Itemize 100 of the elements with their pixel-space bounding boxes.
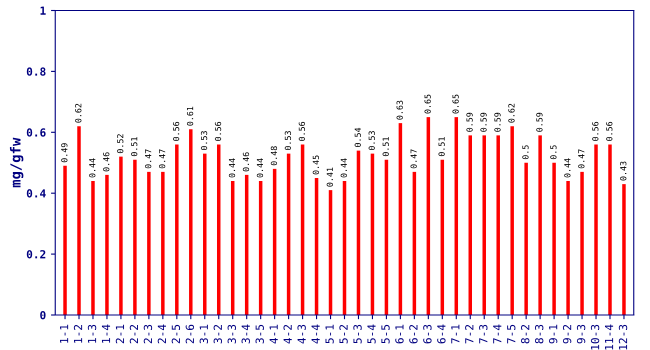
- x-tick-label: 2-6: [186, 324, 194, 344]
- bar: [608, 144, 612, 315]
- y-axis-title: mg/gfw: [10, 138, 24, 188]
- x-tick-label: 5-2: [339, 324, 348, 344]
- x-tick-label: 9-1: [548, 324, 558, 344]
- x-tick-label: 4-2: [283, 324, 292, 344]
- bar: [300, 144, 304, 315]
- bar: [119, 156, 123, 315]
- y-tick-label: 0.2: [26, 250, 46, 258]
- x-tick-label: 3-1: [200, 324, 208, 344]
- data-label: 0.46: [103, 152, 110, 172]
- data-label: 0.41: [326, 168, 333, 187]
- data-label: 0.47: [158, 149, 166, 168]
- data-label: 0.51: [438, 137, 445, 156]
- bar: [622, 184, 626, 315]
- data-label: 0.51: [382, 137, 389, 156]
- data-label: 0.62: [508, 104, 515, 123]
- data-label: 0.56: [214, 122, 222, 141]
- bar: [356, 150, 360, 315]
- bar: [510, 126, 514, 315]
- x-tick-label: 5-3: [353, 324, 362, 344]
- data-label: 0.65: [452, 94, 459, 114]
- y-tick-label: 0: [40, 310, 46, 320]
- data-label: 0.56: [172, 122, 180, 141]
- data-label: 0.43: [620, 162, 626, 180]
- x-tick-label: 1-3: [88, 324, 96, 343]
- bar: [77, 126, 81, 315]
- data-label: 0.54: [354, 128, 361, 147]
- x-tick-label: 7-4: [493, 324, 502, 344]
- x-tick-label: 9-2: [562, 324, 572, 344]
- bar: [147, 172, 151, 315]
- x-tick-label: 3-3: [228, 324, 236, 344]
- bar: [482, 135, 486, 315]
- bar: [133, 160, 137, 315]
- y-tick-label: 0.8: [26, 67, 46, 76]
- data-label: 0.44: [89, 158, 96, 178]
- data-label: 0.48: [270, 146, 278, 166]
- bar: [412, 172, 416, 315]
- x-tick-label: 4-1: [270, 324, 278, 344]
- x-tick-label: 4-4: [312, 324, 320, 344]
- y-tick-label: 0.6: [26, 128, 46, 137]
- bar: [426, 117, 430, 315]
- data-label: 0.45: [312, 156, 319, 174]
- x-tick-label: 4-3: [297, 324, 306, 344]
- x-tick-label: 2-5: [172, 324, 180, 344]
- x-tick-label: 6-3: [423, 324, 432, 344]
- bar: [468, 135, 472, 315]
- x-tick-label: 5-4: [367, 324, 376, 344]
- bar: [216, 144, 220, 315]
- bar: [538, 135, 542, 315]
- x-tick-label: 3-4: [242, 324, 250, 344]
- bar: [203, 154, 207, 315]
- data-label: 0.5: [522, 145, 529, 160]
- bar: [398, 123, 402, 315]
- data-label: 0.53: [368, 131, 375, 150]
- data-label: 0.56: [298, 122, 306, 141]
- bar: [328, 190, 332, 315]
- data-label: 0.59: [480, 112, 487, 132]
- data-label: 0.53: [284, 131, 292, 150]
- x-tick-label: 7-2: [465, 324, 474, 344]
- bar: [496, 135, 500, 315]
- x-tick-label: 6-4: [437, 324, 446, 344]
- bar: [524, 162, 528, 315]
- data-label: 0.51: [131, 137, 138, 156]
- bar: [440, 160, 444, 315]
- bar: [314, 178, 318, 315]
- bar: [286, 154, 290, 315]
- bar: [91, 181, 95, 315]
- data-label: 0.59: [494, 112, 501, 132]
- bar: [566, 181, 570, 315]
- bar: [244, 174, 248, 315]
- y-tick-label: 1: [40, 6, 46, 15]
- bar: [580, 172, 584, 315]
- x-tick-label: 5-1: [326, 324, 334, 344]
- x-tick-label: 1-4: [102, 324, 110, 343]
- data-label: 0.46: [242, 152, 250, 172]
- data-label: 0.47: [410, 149, 417, 168]
- data-label: 0.5: [550, 145, 557, 160]
- bar: [454, 117, 458, 315]
- x-tick-label: 8-2: [521, 324, 530, 344]
- x-tick-label: 7-3: [479, 324, 488, 344]
- x-tick-label: 2-3: [144, 324, 152, 344]
- x-tick-label: 7-5: [507, 324, 516, 344]
- data-label: 0.44: [340, 158, 347, 178]
- x-tick-label: 10-3: [590, 324, 600, 350]
- bar: [189, 129, 193, 315]
- x-tick-label: 2-1: [116, 324, 124, 344]
- bar: [258, 181, 262, 315]
- bar: [161, 172, 165, 315]
- data-label: 0.63: [396, 100, 403, 120]
- data-label: 0.44: [256, 158, 264, 178]
- bar: [105, 174, 109, 315]
- data-label: 0.59: [536, 112, 543, 132]
- data-label: 0.52: [117, 134, 124, 154]
- x-tick-label: 2-2: [130, 324, 138, 344]
- data-label: 0.65: [424, 94, 431, 114]
- bar: [552, 162, 556, 315]
- bar: [370, 154, 374, 315]
- x-tick-label: 8-3: [534, 324, 544, 344]
- x-tick-label: 2-4: [158, 324, 166, 344]
